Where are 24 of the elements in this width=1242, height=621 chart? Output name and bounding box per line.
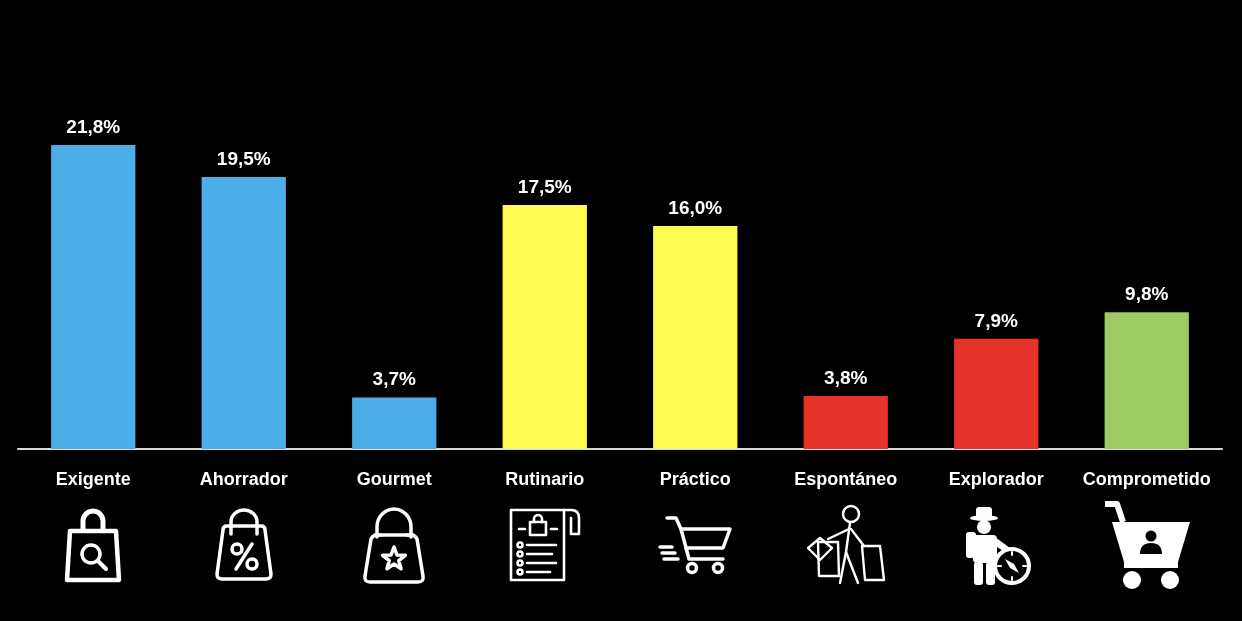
bar [954,338,1039,449]
bar [803,396,888,449]
x-tick-label: Comprometido [1082,469,1211,489]
bar [502,204,587,449]
x-tick-label: Exigente [55,469,131,489]
x-tick-label: Espontáneo [794,469,898,489]
bar [653,225,738,449]
data-label: 16,0% [668,196,723,218]
data-label: 7,9% [974,309,1019,331]
data-label: 17,5% [517,175,572,197]
data-label: 3,7% [372,368,417,390]
x-tick-label: Rutinario [505,469,585,489]
x-tick-label: Gourmet [356,469,432,489]
x-tick-label: Ahorrador [199,469,288,489]
bar [51,145,136,449]
x-tick-label: Explorador [948,469,1044,489]
data-label: 21,8% [66,116,121,137]
bar [352,397,437,449]
bar [201,177,286,449]
bar [1104,312,1189,449]
data-label: 19,5% [216,148,271,170]
x-tick-label: Práctico [659,469,731,489]
data-label: 3,8% [824,367,868,389]
data-label: 9,8% [1125,283,1169,305]
